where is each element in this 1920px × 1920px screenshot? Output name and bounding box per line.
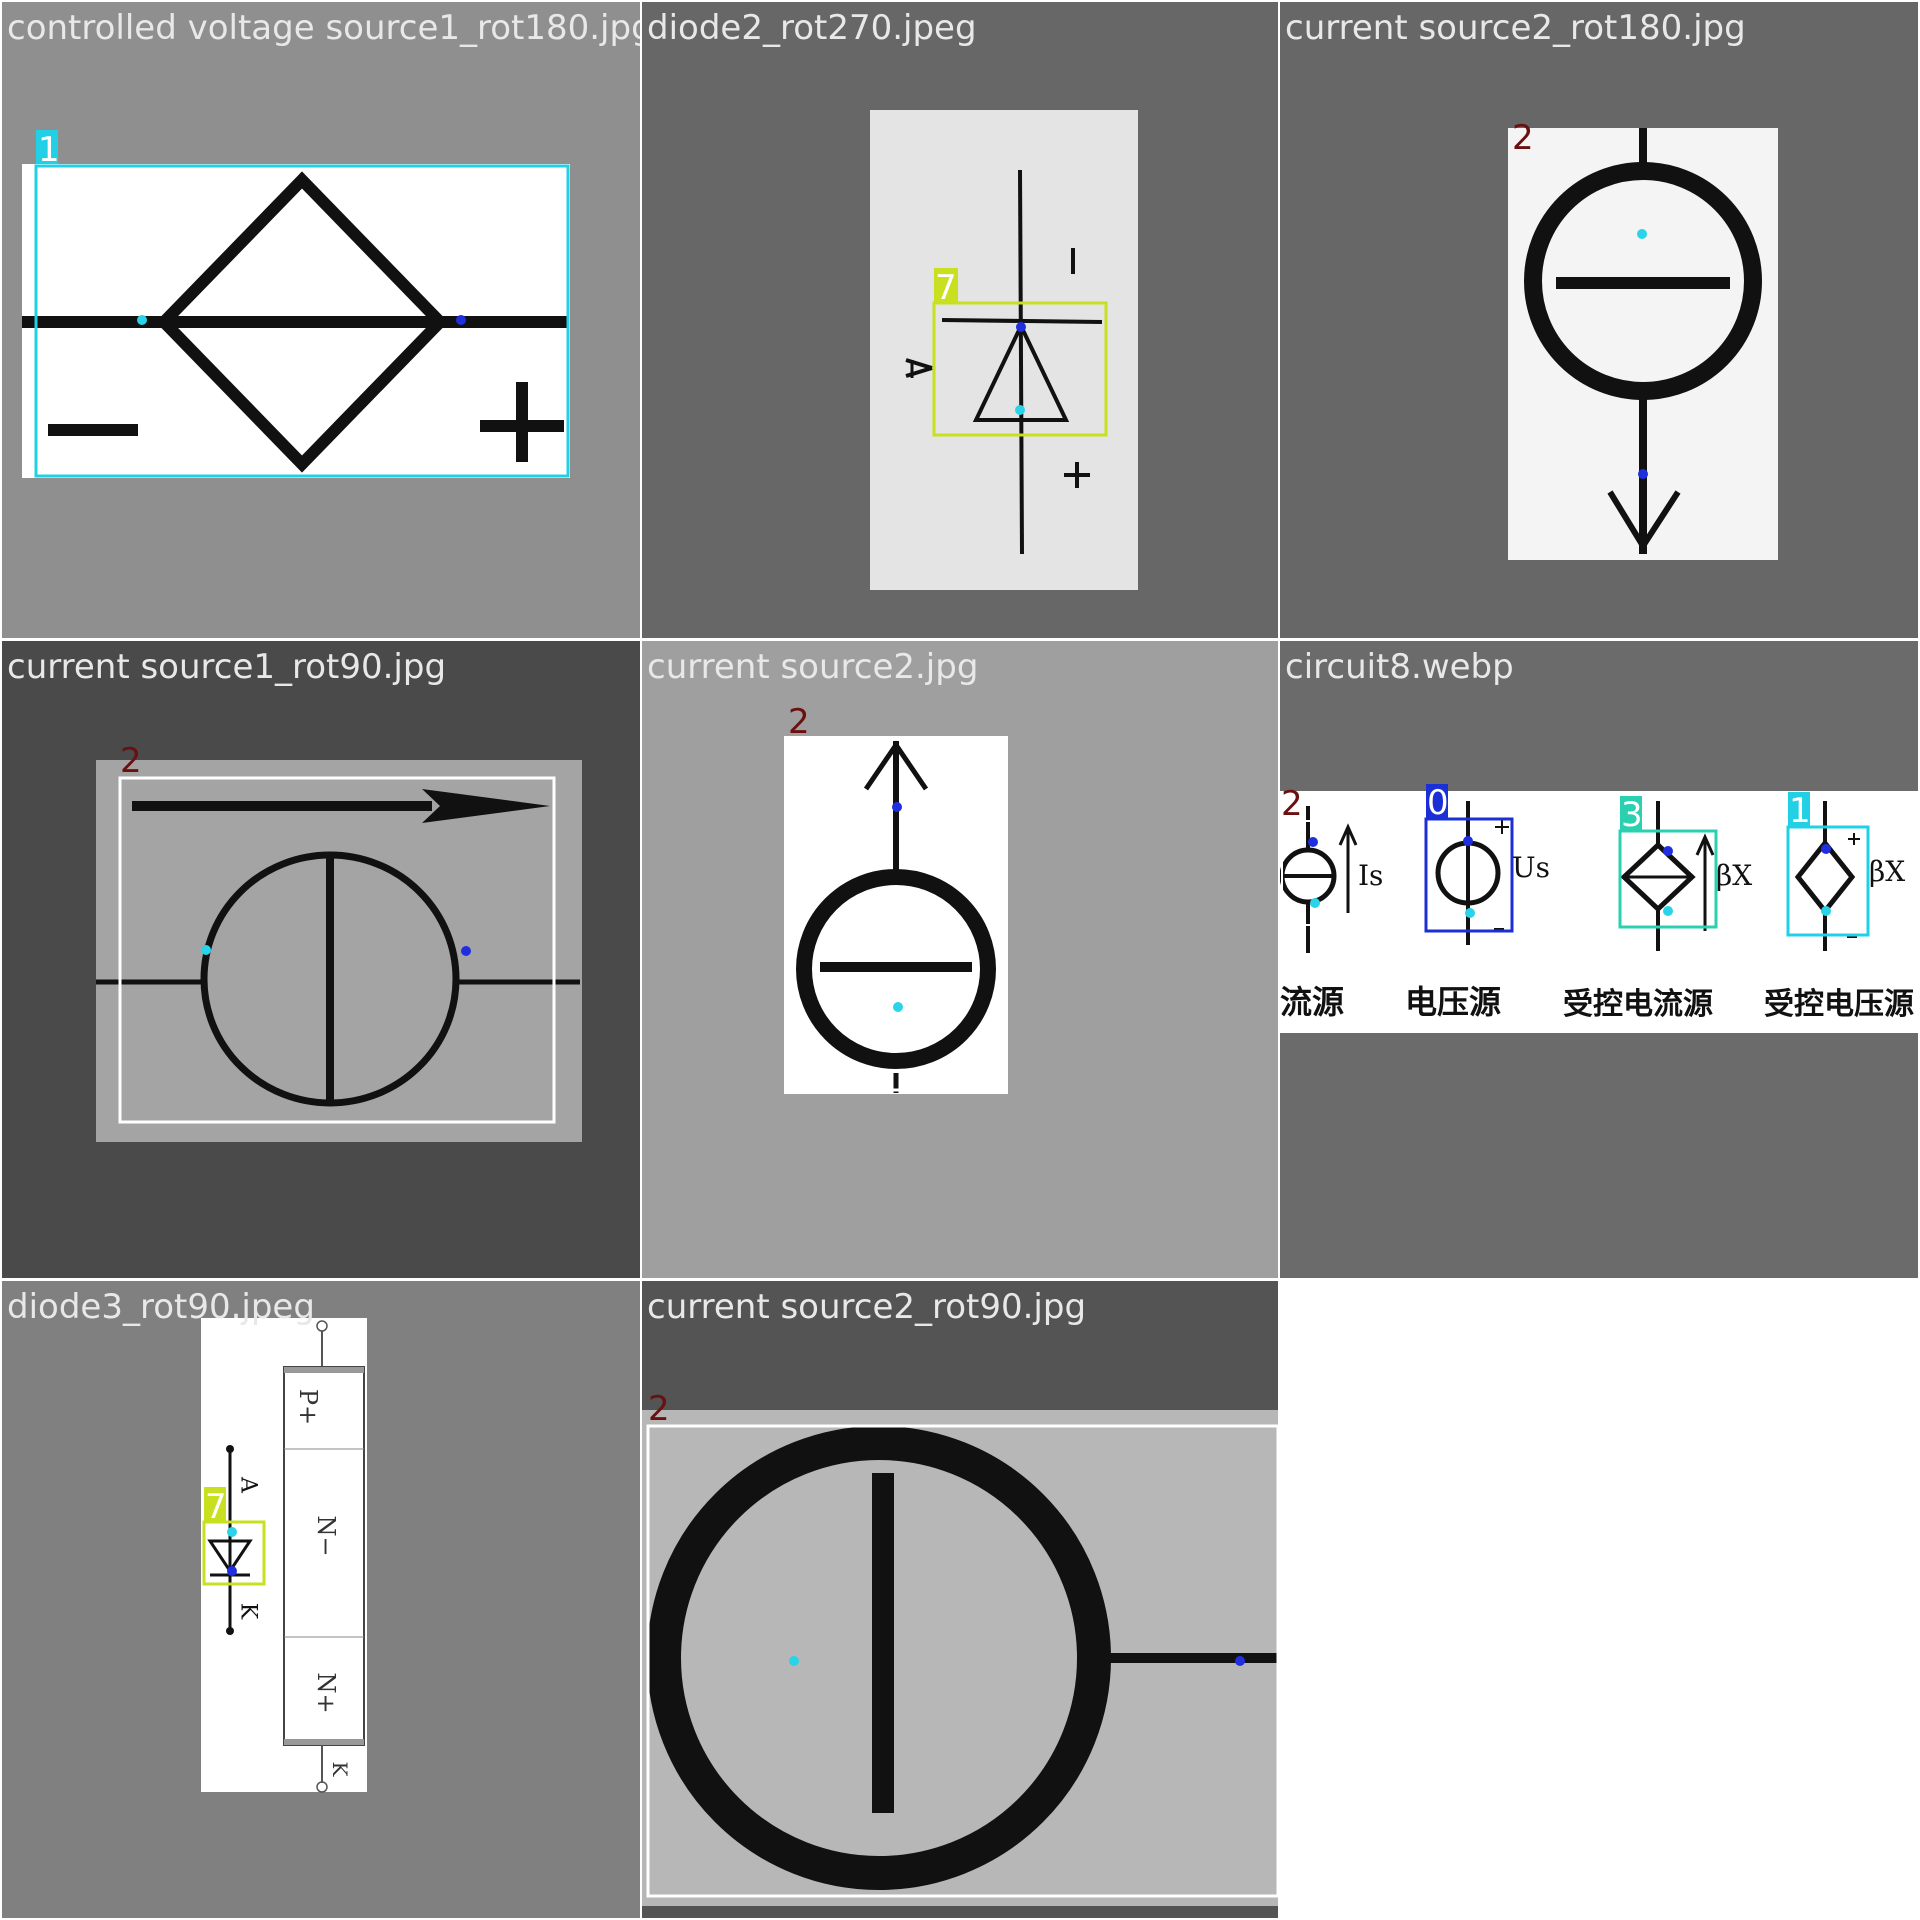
mosaic-tile-6: 2 0 3 1 Is Us βX βX 流源 电压源 受控电流源 受控电压源 c… [1280,641,1918,1278]
symbol-label-beta-x: βX [1716,859,1753,892]
caption-current-source: 流源 [1280,983,1345,1021]
keypoint-light [137,315,147,325]
detection-label: 2 [648,1389,670,1429]
mosaic-tile-8: 2 current source2_rot90.jpg [642,1281,1278,1918]
keypoint-dark [1638,469,1648,479]
mosaic-tile-2: 7 diode2_rot270.jpeg [642,2,1278,638]
caption-controlled-current-source: 受控电流源 [1563,987,1713,1022]
region-label-n-minus: N− [312,1515,340,1557]
tile-filename: current source2_rot180.jpg [1285,8,1746,48]
diode-image [870,110,1138,590]
detection-box [646,1424,1278,1898]
circuit-sources-image [1280,784,1918,1033]
keypoint-light [201,945,211,955]
region-label-p-plus: P+ [294,1388,322,1426]
detection-label-bg [204,1487,226,1522]
mosaic-tile-3: 2 current source2_rot180.jpg [1280,2,1918,638]
detection-box [118,776,556,1124]
terminal-label-k: K [328,1761,352,1777]
keypoint-dark [892,802,902,812]
anode-label: A [235,1477,261,1493]
tile-filename: current source1_rot90.jpg [7,647,447,687]
detection-box [34,164,570,478]
controlled-voltage-source-image [22,130,570,478]
detection-label: 7 [205,1487,227,1527]
keypoint-light [1015,405,1025,415]
mosaic-tile-7: P+ N− N+ A K K 7 diode3_rot90.jpeg [2,1281,640,1918]
detection-box [1786,825,1870,937]
symbol-label-is: Is [1358,859,1384,892]
detection-label-bg [36,130,58,164]
keypoint-light [893,1002,903,1012]
keypoint-light [1637,229,1647,239]
diode-structure-image [201,1318,367,1793]
detection-label: 2 [1281,784,1303,824]
detection-label: 1 [1789,791,1811,831]
current-source-image [96,760,582,1142]
detection-box [202,1520,266,1586]
keypoint-dark [461,946,471,956]
detection-label: 2 [120,741,142,781]
tile-filename: current source2_rot90.jpg [647,1287,1087,1327]
detection-label: 7 [935,268,957,308]
detection-box [1281,820,1361,926]
tile-filename: circuit8.webp [1285,647,1514,687]
mosaic-tile-1: 1 controlled voltage source1_rot180.jpg [2,2,640,638]
current-source-image [642,1410,1278,1906]
mosaic-tile-5: 2 current source2.jpg [642,641,1278,1278]
symbol-label-us: Us [1512,851,1550,884]
symbol-label-beta-x: βX [1869,855,1906,888]
detection-label: 2 [788,702,810,742]
detection-box [1424,817,1514,933]
keypoint-dark [456,315,466,325]
keypoint-dark [227,1566,237,1576]
keypoint-light [789,1656,799,1666]
tile-filename: diode3_rot90.jpeg [7,1287,315,1327]
tile-filename: diode2_rot270.jpeg [647,8,977,48]
keypoint-dark [1235,1656,1245,1666]
detection-label: 2 [1512,118,1534,158]
cathode-label: K [235,1602,261,1620]
detection-label-bg [1426,784,1448,819]
tile-filename: controlled voltage source1_rot180.jpg [7,8,640,48]
tile-filename: current source2.jpg [647,647,979,687]
detection-label: 1 [38,130,60,170]
caption-controlled-voltage-source: 受控电压源 [1764,987,1914,1022]
keypoint-dark [1016,322,1026,332]
detection-label-bg [1620,796,1642,831]
region-label-n-plus: N+ [312,1672,340,1714]
detection-box [1618,829,1718,929]
keypoint-light [227,1527,237,1537]
caption-voltage-source: 电压源 [1405,983,1502,1021]
detection-label-bg [1788,792,1810,827]
current-source-image [784,736,1008,1094]
detection-label: 3 [1621,795,1643,835]
detection-box [932,301,1108,437]
detection-label-bg [934,268,958,303]
detection-label: 0 [1427,783,1449,823]
current-source-image [1508,128,1778,560]
mosaic-tile-4: 2 current source1_rot90.jpg [2,641,640,1278]
detection-box [786,737,1004,1092]
